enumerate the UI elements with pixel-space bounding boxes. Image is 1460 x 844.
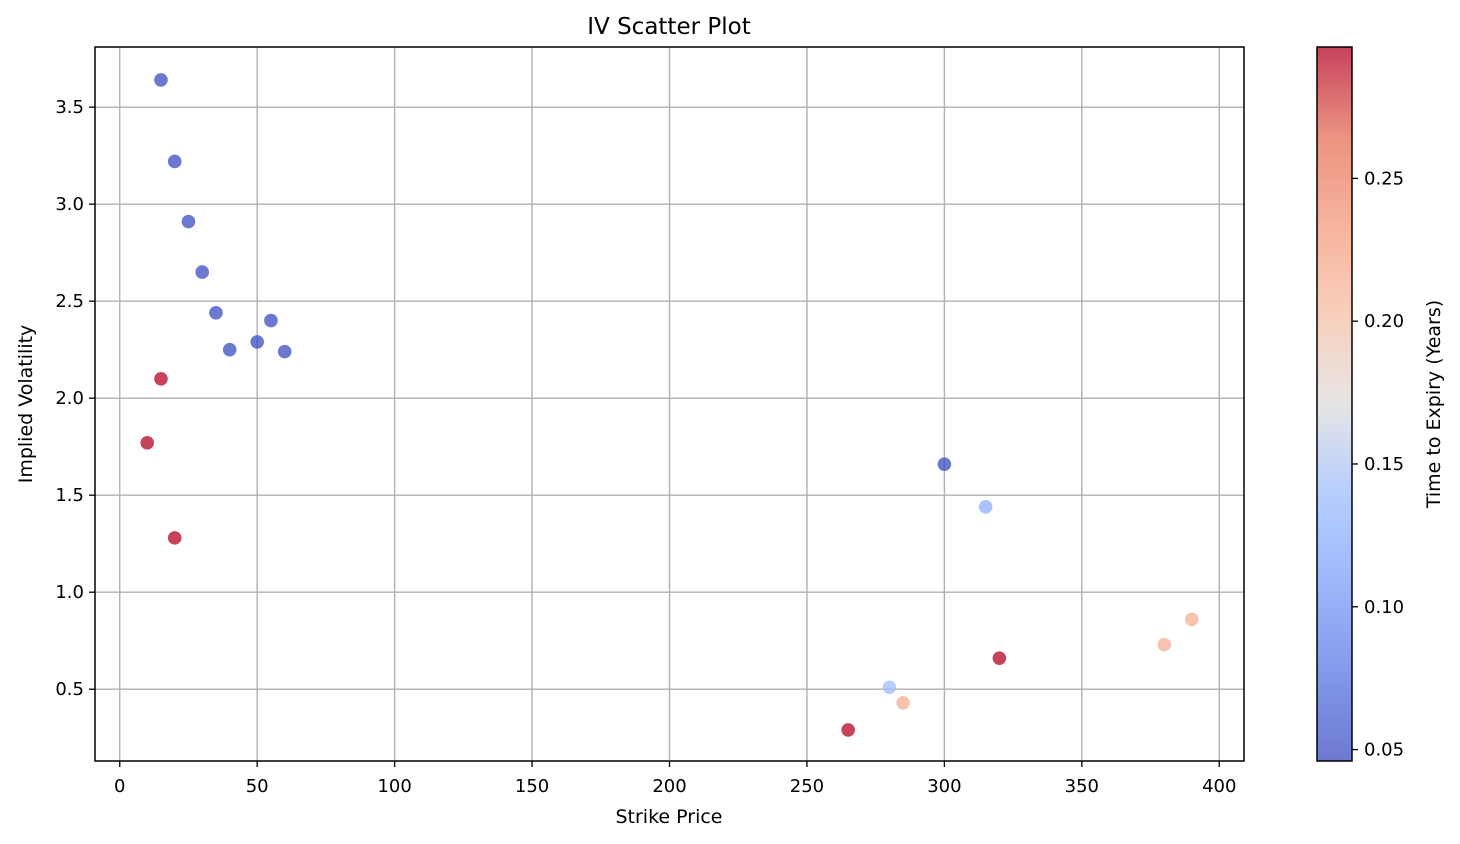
colorbar-tick-label: 0.05 bbox=[1364, 740, 1404, 761]
y-tick-label: 0.5 bbox=[55, 679, 84, 700]
x-tick-label: 350 bbox=[1065, 776, 1099, 797]
x-tick-label: 0 bbox=[114, 776, 125, 797]
scatter-point bbox=[1157, 637, 1172, 652]
colorbar-frame bbox=[1316, 46, 1353, 762]
x-tick-label: 250 bbox=[790, 776, 824, 797]
x-tick-label: 300 bbox=[927, 776, 961, 797]
y-tick-label: 3.0 bbox=[55, 194, 84, 215]
scatter-point bbox=[154, 73, 168, 87]
scatter-point bbox=[181, 214, 196, 229]
scatter-point bbox=[896, 695, 910, 710]
scatter-point bbox=[209, 306, 223, 320]
scatter-point bbox=[264, 313, 278, 328]
scatter-point bbox=[167, 531, 182, 545]
scatter-points bbox=[140, 73, 1199, 737]
scatter-point bbox=[992, 651, 1007, 665]
colorbar-tick-label: 0.10 bbox=[1364, 597, 1404, 618]
scatter-point bbox=[1184, 612, 1199, 627]
scatter-point bbox=[154, 371, 168, 386]
y-tick-label: 1.5 bbox=[55, 485, 84, 506]
scatter-point bbox=[195, 265, 210, 279]
y-axis-label: Implied Volatility bbox=[15, 325, 37, 484]
colorbar-tick-label: 0.25 bbox=[1364, 168, 1404, 189]
x-tick-label: 100 bbox=[377, 776, 411, 797]
y-tick-label: 3.5 bbox=[55, 97, 84, 118]
y-tick-label: 2.0 bbox=[55, 388, 84, 409]
colorbar-ticks: 0.05 0.10 0.15 0.20 0.25 bbox=[1352, 168, 1404, 761]
scatter-point bbox=[882, 680, 897, 695]
grid bbox=[95, 47, 1244, 761]
colorbar: 0.05 0.10 0.15 0.20 0.25 Time to Expiry (Yea… bbox=[1316, 46, 1445, 762]
y-tick-label: 2.5 bbox=[55, 291, 84, 312]
scatter-point bbox=[978, 500, 993, 514]
colorbar-tick-label: 0.15 bbox=[1364, 454, 1404, 475]
scatter-point bbox=[841, 723, 855, 737]
x-tick-label: 50 bbox=[246, 776, 269, 797]
colorbar-gradient bbox=[1317, 47, 1352, 761]
x-axis-label: Strike Price bbox=[615, 806, 722, 828]
y-tick-label: 1.0 bbox=[55, 582, 84, 603]
scatter-point bbox=[277, 344, 292, 359]
scatter-point bbox=[937, 457, 952, 471]
x-tick-label: 400 bbox=[1202, 776, 1236, 797]
x-tick-label: 150 bbox=[515, 776, 549, 797]
scatter-point bbox=[222, 342, 237, 357]
chart-title: IV Scatter Plot bbox=[587, 14, 750, 40]
x-tick-label: 200 bbox=[652, 776, 686, 797]
colorbar-label: Time to Expiry (Years) bbox=[1423, 300, 1445, 509]
colorbar-tick-label: 0.20 bbox=[1364, 311, 1404, 332]
scatter-point bbox=[250, 335, 264, 349]
y-axis: 0.5 1.0 1.5 2.0 2.5 3.0 3.5 bbox=[55, 97, 95, 700]
x-axis: 0 50 100 150 200 250 300 350 400 bbox=[114, 761, 1236, 797]
scatter-point bbox=[140, 436, 155, 450]
scatter-point bbox=[167, 154, 182, 169]
